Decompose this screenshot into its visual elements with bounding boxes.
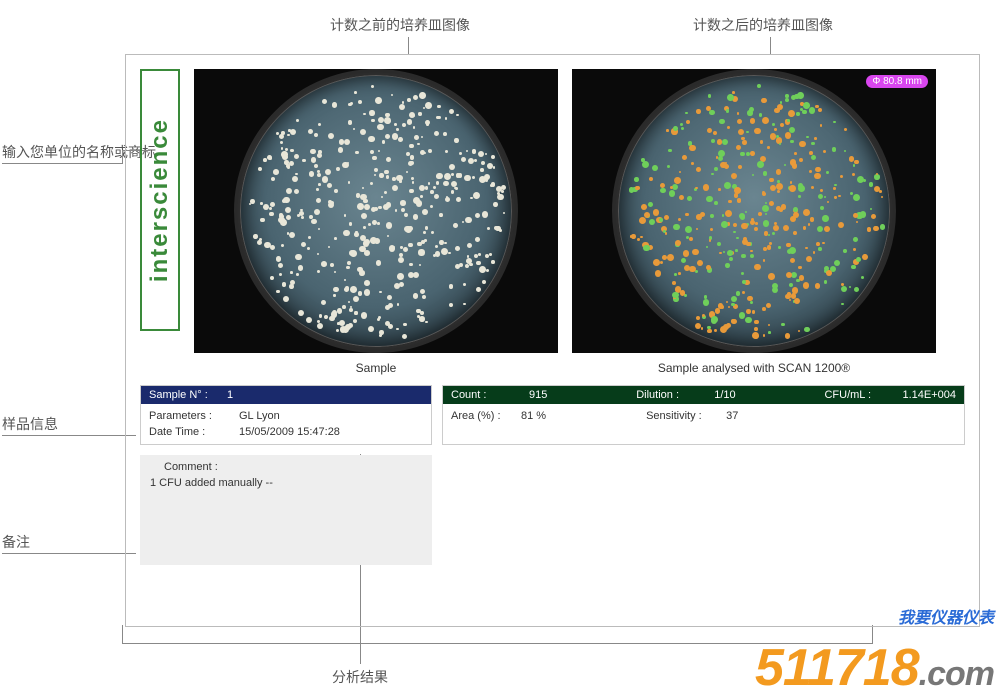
leader-line (122, 625, 123, 644)
watermark-511718: 511718.com (755, 646, 994, 690)
dish-before-caption: Sample (356, 361, 397, 375)
sample-info-card: Sample N° : 1 Parameters : GL Lyon Date … (140, 385, 432, 445)
top-row: interscience Sample Φ 80.8 mm Sample ana… (140, 69, 965, 375)
dish-after-image: Φ 80.8 mm (572, 69, 936, 353)
area-label: Area (%) : (451, 410, 521, 422)
leader-line (2, 553, 136, 554)
leader-line (122, 150, 123, 164)
logo-text: interscience (146, 118, 174, 282)
callout-after-image: 计数之后的培养皿图像 (693, 15, 833, 35)
petri-dish-after (619, 76, 889, 346)
leader-line (2, 163, 122, 164)
dish-before-image (194, 69, 558, 353)
comment-text: 1 CFU added manually -- (150, 477, 273, 489)
comment-title: Comment : (164, 461, 422, 473)
watermark-number: 511718 (755, 639, 919, 697)
watermark-com: .com (919, 655, 994, 693)
sample-header: Sample N° : 1 (141, 386, 431, 404)
analysis-header: Count : 915 Dilution : 1/10 CFU/mL : 1.1… (443, 386, 964, 404)
leader-line (2, 435, 136, 436)
area-value: 81 % (521, 410, 546, 422)
parameters-value: GL Lyon (239, 410, 280, 422)
petri-dish-before (241, 76, 511, 346)
info-row: Sample N° : 1 Parameters : GL Lyon Date … (140, 385, 965, 445)
sensitivity-value: 37 (726, 410, 738, 422)
dish-before-column: Sample (194, 69, 558, 375)
watermark-cn: 我要仪器仪表 (898, 604, 994, 628)
count-label: Count : (451, 389, 511, 401)
dilution-label: Dilution : (636, 389, 696, 401)
report-frame: interscience Sample Φ 80.8 mm Sample ana… (125, 54, 980, 627)
datetime-label: Date Time : (149, 426, 239, 438)
sample-number-value: 1 (227, 389, 233, 401)
callout-analysis-result: 分析结果 (332, 667, 388, 687)
cfu-value: 1.14E+004 (902, 389, 956, 401)
parameters-label: Parameters : (149, 410, 239, 422)
analysis-body: Area (%) : 81 % Sensitivity : 37 (443, 404, 964, 428)
logo-box: interscience (140, 69, 180, 331)
diameter-badge: Φ 80.8 mm (866, 75, 928, 88)
dilution-value: 1/10 (714, 389, 735, 401)
dish-after-caption: Sample analysed with SCAN 1200® (658, 361, 850, 375)
callout-sample-info: 样品信息 (2, 414, 58, 434)
callout-comment: 备注 (2, 532, 30, 552)
comment-box: Comment : 1 CFU added manually -- (140, 455, 432, 565)
callout-before-image: 计数之前的培养皿图像 (330, 15, 470, 35)
analysis-card: Count : 915 Dilution : 1/10 CFU/mL : 1.1… (442, 385, 965, 445)
sample-number-label: Sample N° : (149, 389, 209, 401)
cfu-label: CFU/mL : (824, 389, 884, 401)
leader-line (408, 37, 409, 55)
sensitivity-label: Sensitivity : (646, 410, 726, 422)
count-value: 915 (529, 389, 547, 401)
sample-body: Parameters : GL Lyon Date Time : 15/05/2… (141, 404, 431, 444)
dish-after-column: Φ 80.8 mm Sample analysed with SCAN 1200… (572, 69, 936, 375)
datetime-value: 15/05/2009 15:47:28 (239, 426, 340, 438)
leader-line (770, 37, 771, 55)
